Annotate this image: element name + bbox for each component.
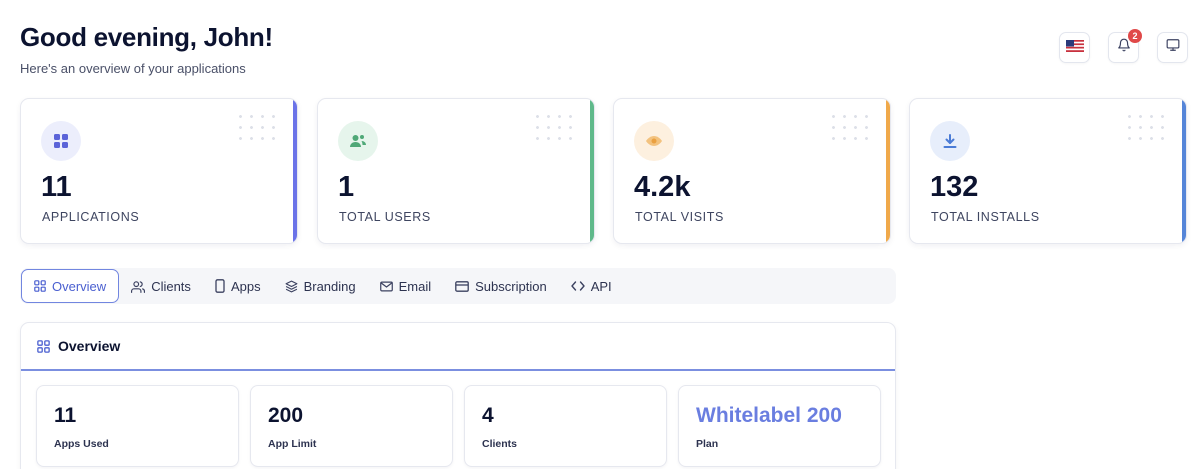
stat-value: 11 [41, 171, 72, 203]
download-icon [930, 121, 970, 161]
monitor-icon [1166, 38, 1180, 57]
grid-icon [34, 280, 46, 292]
greeting-title: Good evening, John! [20, 22, 273, 52]
tab-subscription[interactable]: Subscription [443, 269, 559, 303]
tab-clients[interactable]: Clients [119, 269, 203, 303]
users-icon [338, 121, 378, 161]
stat-card-total-installs: 132 TOTAL INSTALLS [909, 98, 1187, 244]
overview-card-label: Apps Used [54, 438, 109, 450]
layers-icon [285, 280, 298, 292]
tab-bar: Overview Clients Apps Branding Email Sub… [20, 268, 896, 304]
language-button[interactable] [1059, 32, 1090, 63]
credit-card-icon [455, 280, 469, 292]
us-flag-icon [1065, 39, 1084, 57]
tab-label: Subscription [475, 278, 547, 294]
bell-icon [1117, 38, 1131, 57]
stat-card-total-users: 1 TOTAL USERS [317, 98, 595, 244]
overview-card-plan: Whitelabel 200 Plan [678, 385, 881, 467]
overview-card-value: 200 [268, 404, 304, 427]
decorative-dots [1124, 111, 1168, 143]
decorative-dots [828, 111, 872, 143]
tab-apps[interactable]: Apps [203, 269, 273, 303]
overview-card-app-limit: 200 App Limit [250, 385, 453, 467]
overview-card-label: Clients [482, 438, 518, 450]
phone-icon [215, 279, 225, 293]
tab-label: Clients [151, 278, 191, 294]
code-icon [570, 281, 585, 291]
tab-label: Email [398, 278, 432, 294]
users-icon [131, 280, 146, 293]
display-button[interactable] [1157, 32, 1188, 63]
tab-api[interactable]: API [559, 269, 624, 303]
card-accent [590, 99, 594, 243]
tab-label: API [590, 278, 612, 294]
decorative-dots [532, 111, 576, 143]
overview-card-value: 11 [54, 404, 77, 427]
greeting-subtitle: Here's an overview of your applications [20, 61, 246, 76]
overview-card-value: 4 [482, 404, 494, 427]
overview-card-apps-used: 11 Apps Used [36, 385, 239, 467]
overview-card-label: App Limit [268, 438, 317, 450]
stat-value: 4.2k [634, 171, 691, 203]
tab-label: Overview [52, 278, 107, 294]
overview-card-clients: 4 Clients [464, 385, 667, 467]
stat-value: 132 [930, 171, 979, 203]
stat-value: 1 [338, 171, 355, 203]
tab-overview[interactable]: Overview [21, 269, 120, 303]
tab-label: Apps [230, 278, 261, 294]
stat-label: TOTAL VISITS [635, 210, 724, 224]
mail-icon [379, 281, 393, 291]
overview-panel: Overview 11 Apps Used 200 App Limit 4 Cl… [20, 322, 896, 469]
notification-count-badge: 2 [1128, 29, 1142, 43]
overview-panel-title: Overview [58, 338, 121, 354]
tab-email[interactable]: Email [368, 269, 444, 303]
grid-icon [37, 339, 50, 353]
decorative-dots [235, 111, 279, 143]
card-accent [886, 99, 890, 243]
stat-label: APPLICATIONS [42, 210, 140, 224]
overview-card-value: Whitelabel 200 [696, 404, 842, 427]
card-accent [293, 99, 297, 243]
stat-card-applications: 11 APPLICATIONS [20, 98, 298, 244]
page-header: Good evening, John! Here's an overview o… [20, 22, 273, 76]
tab-branding[interactable]: Branding [273, 269, 368, 303]
stat-card-total-visits: 4.2k TOTAL VISITS [613, 98, 891, 244]
overview-panel-header: Overview [21, 323, 895, 371]
stat-label: TOTAL USERS [339, 210, 431, 224]
eye-icon [634, 121, 674, 161]
overview-card-label: Plan [696, 438, 719, 450]
notifications-button[interactable]: 2 [1108, 29, 1142, 63]
grid-icon [41, 121, 81, 161]
tab-label: Branding [303, 278, 356, 294]
card-accent [1182, 99, 1186, 243]
top-actions: 2 [1059, 29, 1188, 63]
stat-label: TOTAL INSTALLS [931, 210, 1040, 224]
